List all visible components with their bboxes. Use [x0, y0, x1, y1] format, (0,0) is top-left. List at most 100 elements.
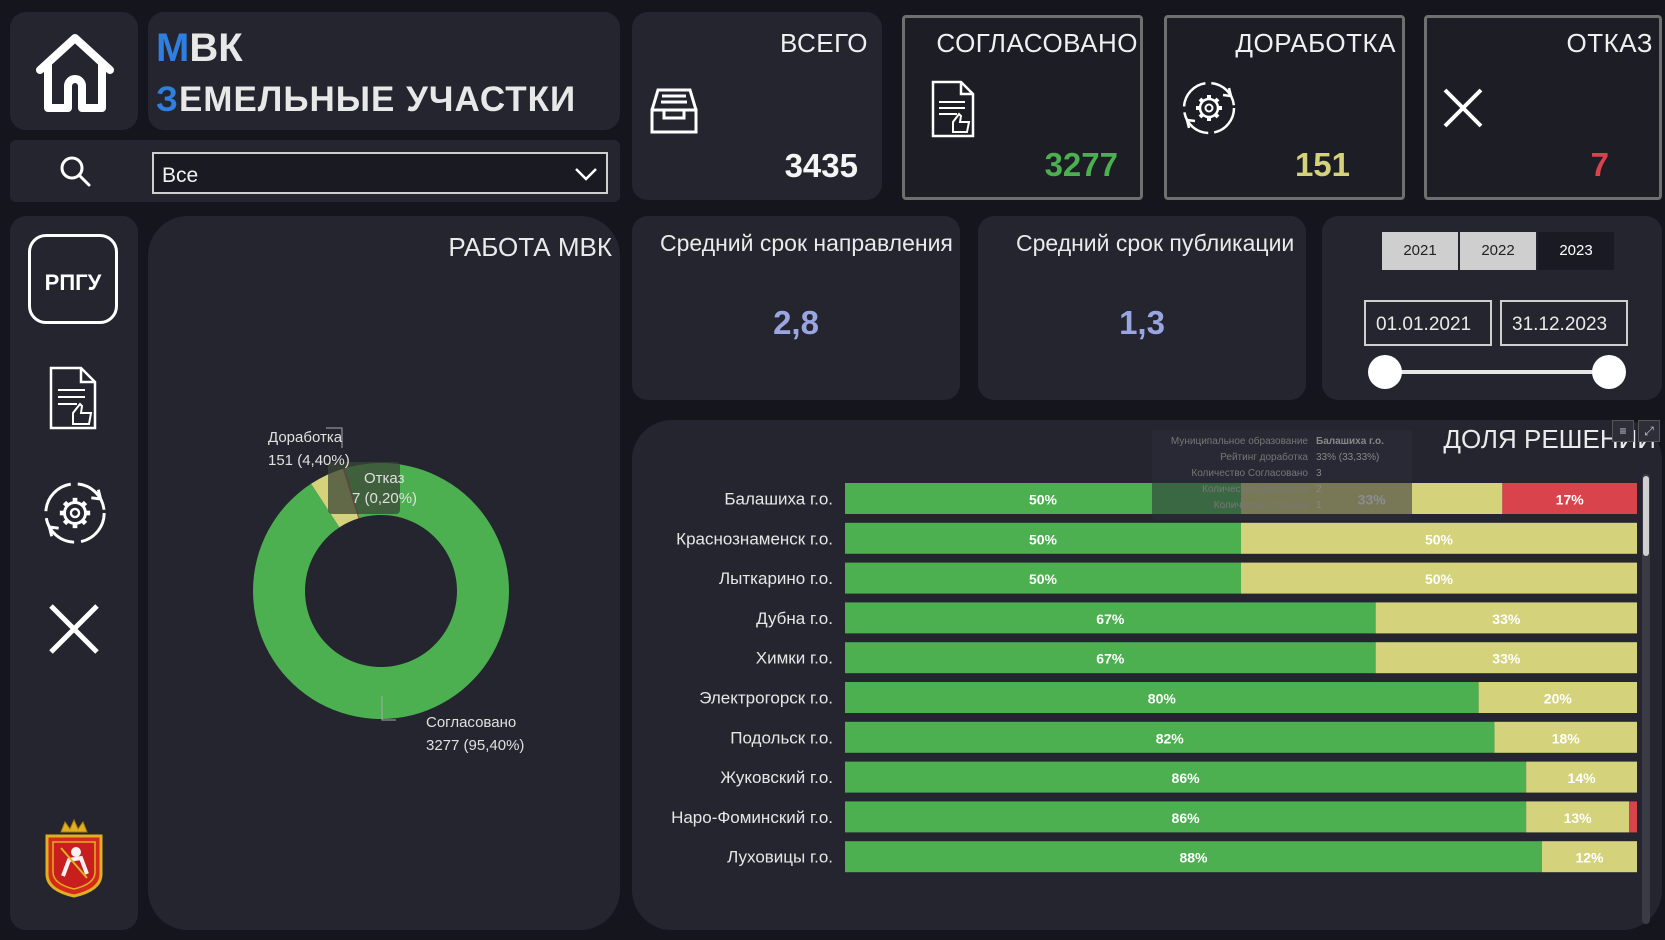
bar-segment-0[interactable]: [845, 642, 1376, 674]
bar-data-label: 13%: [1564, 810, 1593, 826]
bar-segment-0[interactable]: [845, 841, 1542, 873]
page-title-line1: МВК: [156, 26, 243, 71]
tooltip-label: Количество Отказов: [1213, 500, 1308, 511]
kpi-refusal-title: ОТКАЗ: [1566, 28, 1653, 58]
bar-segment-0[interactable]: [845, 761, 1527, 793]
year-button-2023[interactable]: 2023: [1538, 232, 1614, 270]
kpi-approved-value: 3277: [1044, 146, 1118, 183]
chart-scrollbar-thumb[interactable]: [1643, 476, 1649, 556]
bar-segment-1[interactable]: [1478, 682, 1637, 713]
search-icon[interactable]: [58, 154, 92, 188]
tooltip-label: Количество Доработка: [1202, 484, 1308, 495]
bar-category-label: Химки г.о.: [756, 649, 833, 668]
tooltip-value: 1: [1316, 500, 1322, 511]
page-title-line2: ЗЕМЕЛЬНЫЕ УЧАСТКИ: [156, 80, 576, 120]
close-icon: [1443, 88, 1483, 128]
close-icon[interactable]: [47, 602, 101, 656]
home-icon[interactable]: [30, 28, 120, 118]
bar-category-label: Электрогорск г.о.: [699, 689, 833, 708]
bar-segment-1[interactable]: [1375, 642, 1637, 674]
inbox-icon: [650, 88, 698, 134]
bar-data-label: 50%: [1425, 571, 1454, 587]
bar-segment-1[interactable]: [1526, 761, 1637, 793]
bar-segment-0[interactable]: [845, 522, 1241, 554]
bar-category-label: Жуковский г.о.: [720, 768, 833, 787]
bar-segment-1[interactable]: [1541, 841, 1637, 873]
title-panel: МВК ЗЕМЕЛЬНЫЕ УЧАСТКИ: [148, 12, 620, 130]
bar-category-label: Дубна г.о.: [756, 609, 833, 628]
bar-segment-2[interactable]: [1629, 801, 1637, 833]
title-text: ВК: [189, 26, 243, 70]
kpi-total-value: 3435: [784, 147, 858, 184]
bar-segment-1[interactable]: [1241, 562, 1637, 594]
bar-data-label: 88%: [1179, 850, 1208, 866]
avg-publication-title: Средний срок публикации: [1016, 230, 1295, 256]
kpi-revision-card: ДОРАБОТКА 151: [1164, 15, 1405, 200]
kpi-revision-title: ДОРАБОТКА: [1235, 28, 1396, 58]
sidebar: РПГУ: [10, 216, 138, 930]
bar-segment-0[interactable]: [845, 721, 1495, 753]
bar-segment-1[interactable]: [1375, 602, 1637, 634]
bar-data-label: 33%: [1492, 651, 1521, 667]
bar-segment-0[interactable]: [845, 602, 1376, 634]
focus-mode-icon[interactable]: ≡: [1612, 420, 1634, 442]
home-panel: [10, 12, 138, 130]
start-date-value: 01.01.2021: [1376, 314, 1472, 335]
bar-segment-1[interactable]: [1494, 721, 1637, 753]
end-date-input[interactable]: 31.12.2023: [1500, 300, 1628, 346]
bar-data-label: 50%: [1029, 492, 1058, 508]
bar-data-label: 67%: [1096, 611, 1125, 627]
bar-data-label: 20%: [1544, 691, 1573, 707]
chevron-down-icon[interactable]: [574, 167, 598, 181]
tooltip-label: Муниципальное образование: [1170, 436, 1308, 447]
donut-label-revision-value: 151 (4,40%): [268, 452, 350, 469]
donut-label-approved-value: 3277 (95,40%): [426, 737, 525, 754]
bar-data-label: 50%: [1029, 571, 1058, 587]
year-button-2022[interactable]: 2022: [1460, 232, 1536, 270]
bar-category-label: Балашиха г.о.: [724, 490, 833, 509]
filter-select[interactable]: Все: [152, 152, 608, 194]
avg-direction-value: 2,8: [773, 304, 819, 341]
bar-category-label: Лыткарино г.о.: [719, 569, 833, 588]
tooltip-value: Балашиха г.о.: [1316, 436, 1384, 447]
kpi-total-card: ВСЕГО 3435: [632, 12, 882, 200]
bar-segment-2[interactable]: [1502, 483, 1637, 514]
bar-segment-0[interactable]: [845, 801, 1527, 833]
donut-label-refusal-value: 7 (0,20%): [352, 490, 418, 507]
tooltip-value: 3: [1316, 468, 1322, 479]
rpgu-label: РПГУ: [44, 270, 102, 295]
decisions-share-panel: ДОЛЯ РЕШЕНИЙ ≡ ⤢ Балашиха г.о.50%33%17%К…: [632, 420, 1662, 930]
avg-direction-title: Средний срок направления: [660, 230, 953, 256]
donut-title: РАБОТА МВК: [448, 232, 612, 262]
bar-data-label: 82%: [1156, 730, 1185, 746]
year-button-2021[interactable]: 2021: [1382, 232, 1458, 270]
bar-segment-0[interactable]: [845, 562, 1241, 594]
date-slider-track[interactable]: [1384, 370, 1610, 374]
start-date-input[interactable]: 01.01.2021: [1364, 300, 1492, 346]
bar-segment-1[interactable]: [1526, 801, 1630, 833]
kpi-total-title: ВСЕГО: [780, 28, 868, 58]
expand-icon[interactable]: ⤢: [1638, 420, 1660, 442]
kpi-refusal-card: ОТКАЗ 7: [1424, 15, 1662, 200]
document-approved-icon[interactable]: [47, 366, 101, 430]
bar-segment-1[interactable]: [1241, 522, 1637, 554]
bar-data-label: 67%: [1096, 651, 1125, 667]
rpgu-button[interactable]: РПГУ: [28, 234, 118, 324]
gear-sync-icon[interactable]: [40, 478, 110, 548]
chart-scrollbar[interactable]: [1642, 474, 1650, 924]
date-slider-end-handle[interactable]: [1592, 355, 1626, 389]
bar-segment-0[interactable]: [845, 682, 1479, 713]
donut-label-revision-name: Доработка: [268, 429, 343, 446]
donut-label-refusal-name: Отказ: [364, 470, 405, 487]
bar-data-label: 86%: [1172, 770, 1201, 786]
document-approved-icon: [931, 80, 975, 138]
bar-category-label: Наро-Фоминский г.о.: [671, 808, 833, 827]
bar-data-label: 50%: [1029, 531, 1058, 547]
date-slider-start-handle[interactable]: [1368, 355, 1402, 389]
donut-refusal-label-bg: [328, 462, 400, 514]
bar-data-label: 18%: [1552, 730, 1581, 746]
date-filter-panel: 2021 2022 2023 01.01.2021 31.12.2023: [1322, 216, 1662, 400]
donut-slice-0[interactable]: [253, 463, 509, 720]
donut-chart: [253, 427, 509, 721]
tooltip-value: 2: [1316, 484, 1322, 495]
